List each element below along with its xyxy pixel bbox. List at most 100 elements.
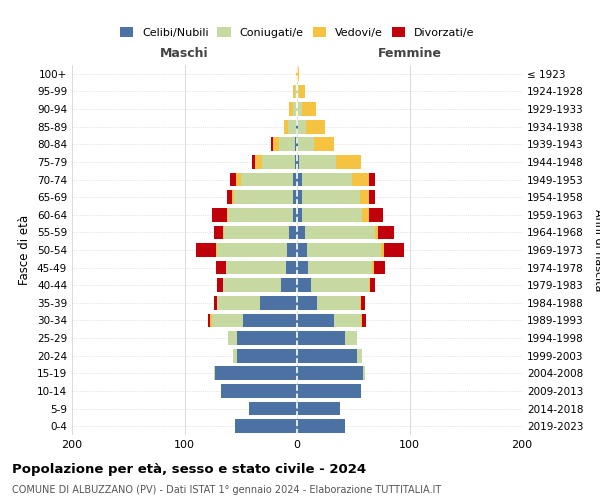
Bar — [279, 138, 295, 151]
Bar — [214, 366, 215, 380]
Bar — [281, 278, 297, 292]
Bar — [369, 172, 374, 186]
Y-axis label: Anni di nascita: Anni di nascita — [593, 209, 600, 291]
Bar — [293, 84, 295, 98]
Bar — [297, 67, 299, 80]
Bar — [369, 208, 383, 222]
Bar — [297, 331, 346, 345]
Bar — [229, 331, 238, 345]
Bar — [297, 102, 302, 116]
Bar — [252, 155, 256, 169]
Bar — [212, 208, 227, 222]
Text: COMUNE DI ALBUZZANO (PV) - Dati ISTAT 1° gennaio 2024 - Elaborazione TUTTITALIA.: COMUNE DI ALBUZZANO (PV) - Dati ISTAT 1°… — [12, 485, 441, 495]
Bar — [224, 226, 289, 239]
Bar — [229, 172, 236, 186]
Bar — [211, 314, 212, 328]
Bar — [299, 155, 337, 169]
Bar — [271, 138, 274, 151]
Bar — [286, 260, 297, 274]
Bar — [262, 155, 295, 169]
Bar — [296, 120, 297, 134]
Bar — [297, 138, 298, 151]
Bar — [297, 349, 356, 362]
Bar — [297, 226, 305, 239]
Bar — [233, 349, 238, 362]
Bar — [297, 420, 346, 433]
Bar — [293, 208, 297, 222]
Bar — [221, 384, 297, 398]
Bar — [295, 84, 297, 98]
Bar — [293, 172, 297, 186]
Bar — [235, 420, 297, 433]
Bar — [302, 190, 360, 204]
Bar — [217, 243, 287, 257]
Bar — [364, 366, 365, 380]
Bar — [212, 314, 243, 328]
Bar — [216, 260, 226, 274]
Text: Maschi: Maschi — [160, 46, 209, 60]
Bar — [196, 243, 216, 257]
Bar — [287, 243, 297, 257]
Bar — [297, 120, 298, 134]
Bar — [311, 278, 369, 292]
Bar — [370, 278, 374, 292]
Bar — [241, 172, 293, 186]
Bar — [302, 172, 352, 186]
Bar — [361, 314, 362, 328]
Bar — [314, 138, 334, 151]
Bar — [297, 243, 307, 257]
Bar — [243, 314, 297, 328]
Bar — [373, 260, 385, 274]
Bar — [297, 366, 364, 380]
Bar — [302, 102, 316, 116]
Bar — [297, 172, 302, 186]
Bar — [296, 67, 297, 80]
Bar — [306, 120, 325, 134]
Bar — [374, 226, 378, 239]
Bar — [305, 226, 374, 239]
Bar — [238, 331, 297, 345]
Bar — [356, 349, 362, 362]
Bar — [337, 155, 361, 169]
Bar — [223, 278, 281, 292]
Bar — [382, 243, 383, 257]
Bar — [297, 155, 299, 169]
Bar — [369, 278, 370, 292]
Bar — [378, 226, 394, 239]
Bar — [234, 190, 293, 204]
Bar — [297, 208, 302, 222]
Bar — [214, 226, 223, 239]
Bar — [216, 243, 217, 257]
Y-axis label: Fasce di età: Fasce di età — [19, 215, 31, 285]
Bar — [223, 226, 224, 239]
Bar — [293, 102, 297, 116]
Bar — [293, 190, 297, 204]
Bar — [215, 366, 297, 380]
Bar — [308, 260, 373, 274]
Bar — [217, 296, 260, 310]
Bar — [307, 243, 382, 257]
Bar — [298, 138, 314, 151]
Bar — [383, 243, 404, 257]
Bar — [217, 278, 223, 292]
Bar — [360, 296, 361, 310]
Bar — [227, 190, 232, 204]
Bar — [360, 190, 369, 204]
Bar — [214, 296, 217, 310]
Bar — [289, 102, 293, 116]
Bar — [361, 296, 365, 310]
Legend: Celibi/Nubili, Coniugati/e, Vedovi/e, Divorzati/e: Celibi/Nubili, Coniugati/e, Vedovi/e, Di… — [115, 22, 479, 42]
Bar — [297, 296, 317, 310]
Bar — [236, 172, 241, 186]
Bar — [317, 296, 360, 310]
Bar — [274, 138, 279, 151]
Bar — [260, 296, 297, 310]
Bar — [334, 314, 361, 328]
Bar — [284, 120, 288, 134]
Bar — [346, 331, 356, 345]
Bar — [298, 120, 306, 134]
Bar — [297, 84, 299, 98]
Bar — [229, 208, 293, 222]
Bar — [297, 278, 311, 292]
Bar — [352, 172, 369, 186]
